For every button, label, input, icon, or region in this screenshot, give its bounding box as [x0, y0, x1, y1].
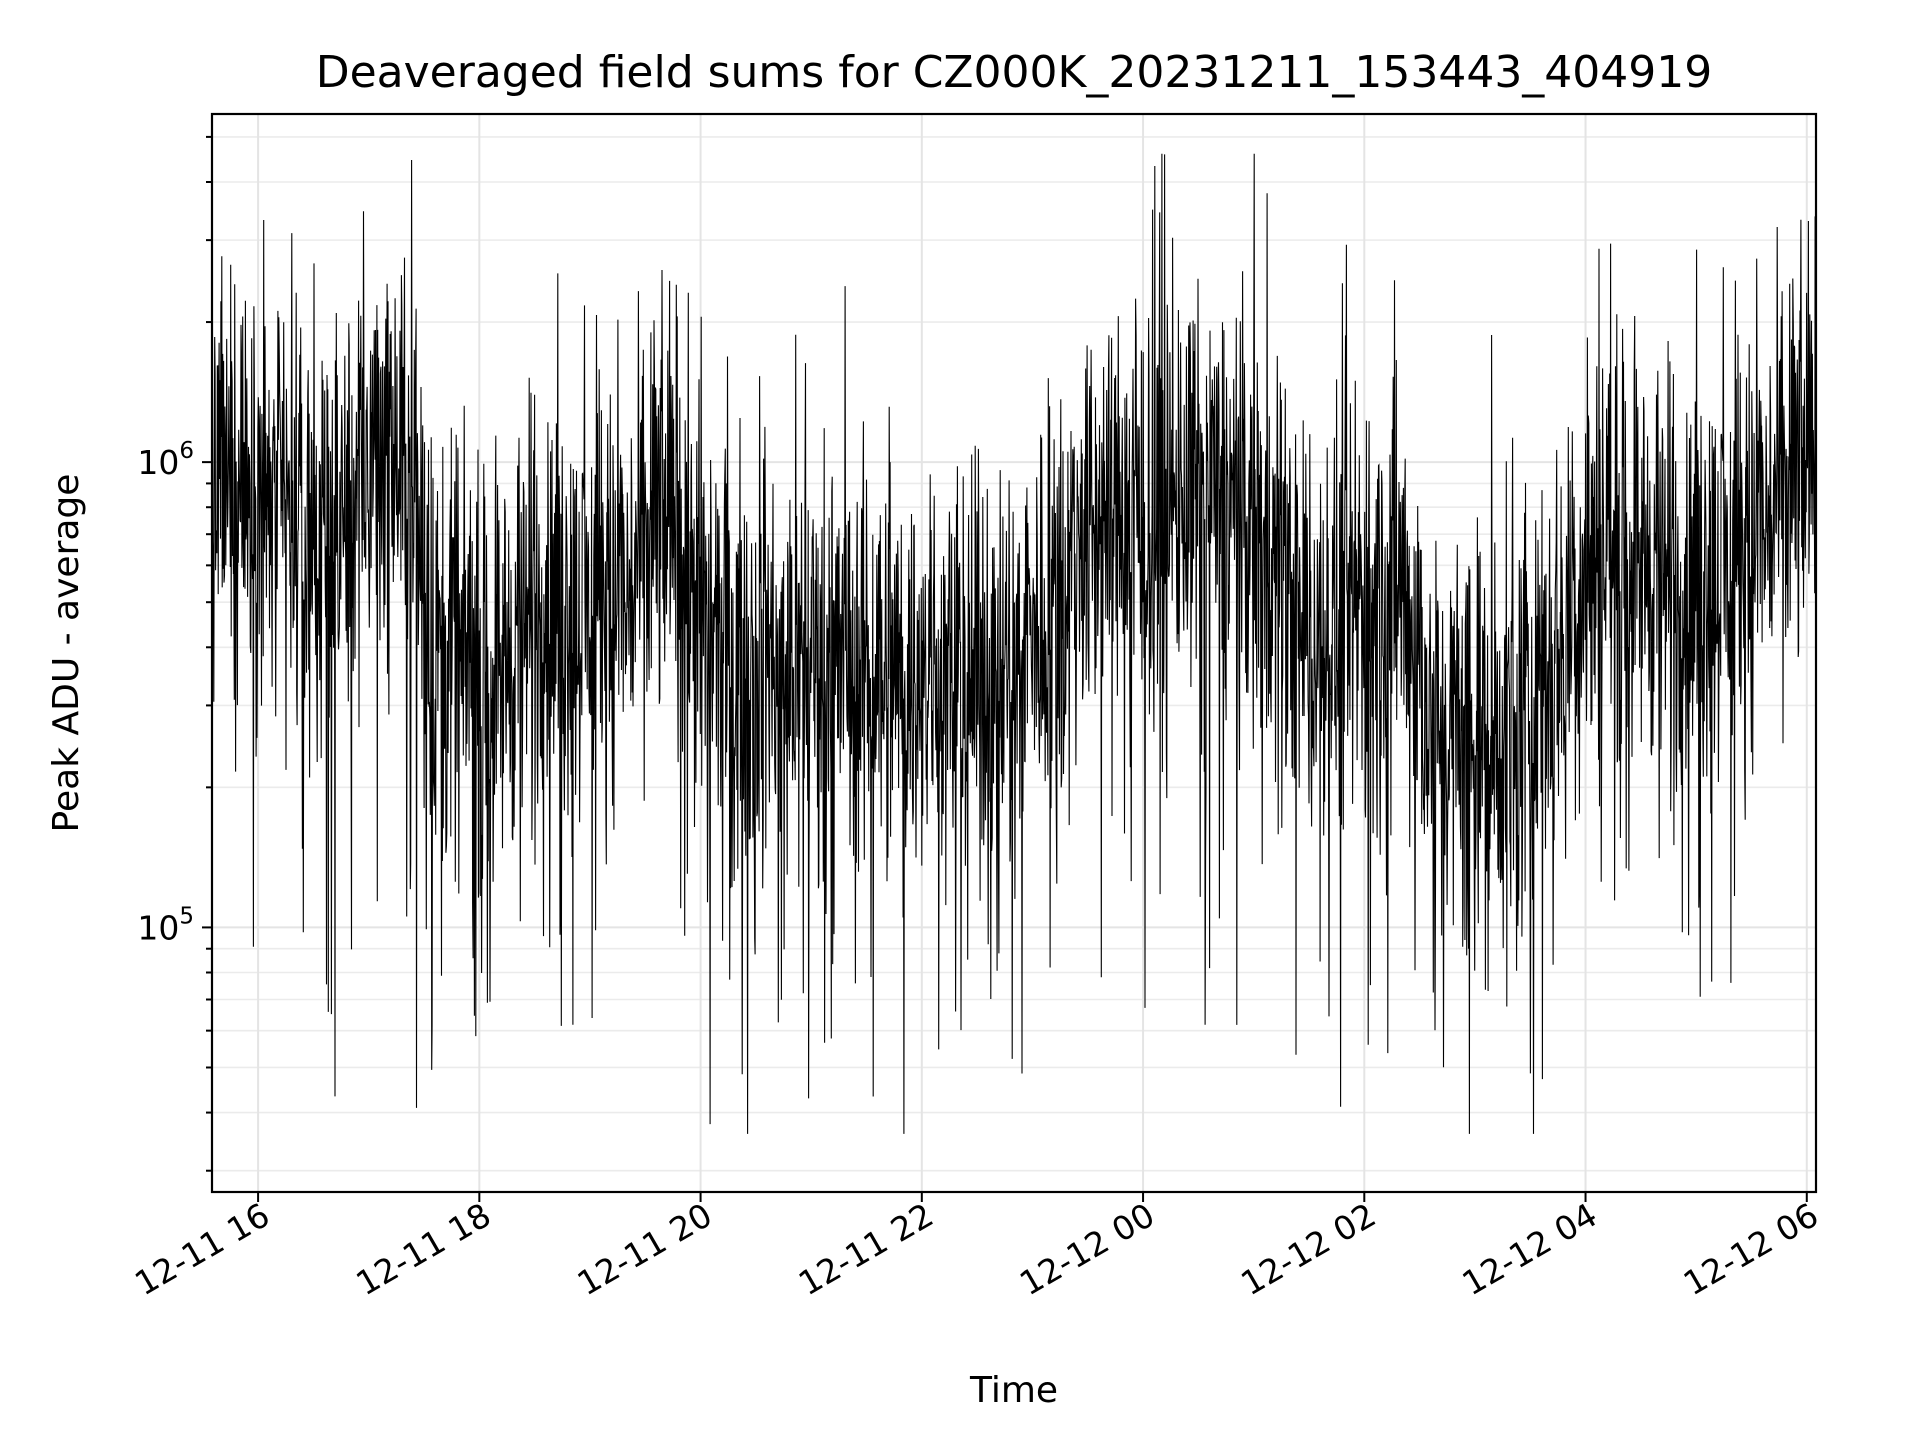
y-tick-label: 105 — [137, 903, 194, 947]
x-tick-label: 12-11 20 — [571, 1195, 719, 1303]
y-tick-exponent: 6 — [179, 438, 194, 464]
x-axis-label: Time — [969, 1370, 1058, 1411]
y-tick-base: 10 — [137, 908, 179, 947]
x-tick-label: 12-12 04 — [1456, 1195, 1604, 1303]
y-tick-base: 10 — [137, 443, 179, 482]
x-tick-label: 12-12 06 — [1677, 1195, 1825, 1303]
x-tick-label: 12-11 22 — [792, 1195, 940, 1303]
plot-area-frame — [210, 112, 1818, 1194]
y-tick-exponent: 5 — [179, 903, 194, 929]
chart-title: Deaveraged field sums for CZ000K_2023121… — [316, 47, 1713, 98]
x-tick-label: 12-12 02 — [1234, 1195, 1382, 1303]
x-tick-label: 12-11 16 — [128, 1195, 276, 1303]
series-line — [211, 153, 1817, 1134]
y-tick-label: 106 — [137, 438, 194, 482]
y-axis-label: Peak ADU - average — [46, 474, 87, 833]
x-tick-label: 12-11 18 — [349, 1195, 497, 1303]
data-series — [211, 153, 1817, 1134]
x-tick-label: 12-12 00 — [1013, 1195, 1161, 1303]
